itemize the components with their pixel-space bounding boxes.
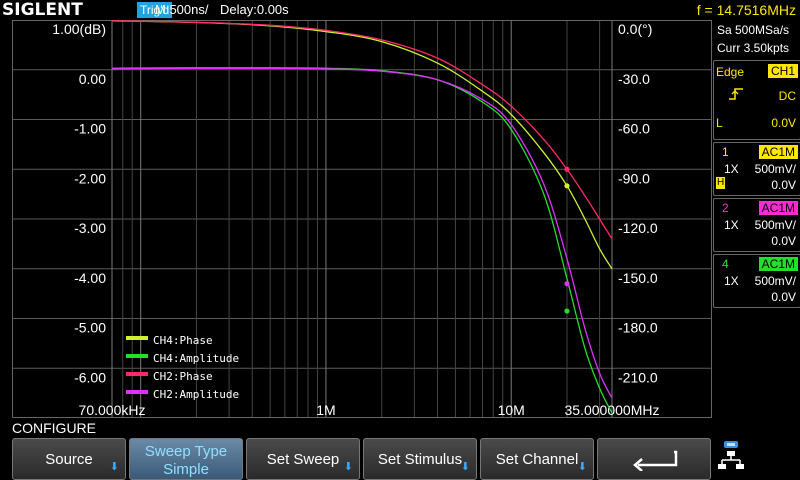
trigger-coupling: DC (778, 89, 796, 103)
x-axis-tick-label: 70.000kHz (79, 402, 146, 418)
left-axis-tick-label: 1.00(dB) (52, 21, 106, 37)
trigger-source-badge: CH1 (767, 64, 798, 78)
right-axis-tick-label: -90.0 (618, 170, 650, 186)
set-channel-label: Set Channel (495, 451, 579, 468)
legend-label: CH2:Phase (153, 370, 213, 383)
curve-marker (564, 183, 570, 189)
return-arrow-icon (633, 450, 678, 471)
set-sweep-label: Set Sweep (266, 451, 340, 468)
left-axis-tick-label: 0.00 (79, 71, 106, 87)
plot-grid (12, 20, 712, 418)
trigger-level-label: L (716, 116, 723, 130)
channel-marker-badge: H (716, 177, 726, 189)
submenu-arrow-icon: ⬇ (109, 461, 119, 473)
right-axis-tick-label: 0.0(°) (618, 21, 652, 37)
curve-marker (564, 308, 570, 314)
source-softkey[interactable]: Source ⬇ (12, 438, 126, 480)
sweep-type-value: Simple (163, 461, 209, 478)
plot-markers (564, 166, 570, 314)
legend-swatch (126, 354, 148, 358)
left-axis-tick-label: -1.00 (74, 121, 106, 137)
left-axis-tick-label: -6.00 (74, 369, 106, 385)
x-axis-tick-label: 10M (498, 402, 525, 418)
right-axis-tick-label: -150.0 (618, 270, 658, 286)
channel-offset: 0.0V (771, 290, 796, 304)
trigger-status-badge[interactable]: Trig'd (137, 2, 173, 18)
source-softkey-label: Source (45, 451, 93, 468)
channel-scale: 500mV/ (754, 274, 796, 288)
delay-readout: Delay:0.00s (220, 2, 289, 17)
legend-swatch (126, 336, 148, 340)
return-softkey[interactable] (597, 438, 711, 480)
trigger-panel[interactable]: Edge CH1 DC L 0.0V (713, 60, 800, 140)
trigger-type-label: Edge (716, 65, 745, 79)
left-axis-tick-label: -3.00 (74, 220, 106, 236)
x-axis-tick-label: 35.000000MHz (565, 402, 660, 418)
memory-depth-readout: Curr 3.50kpts (717, 41, 790, 55)
legend-label: CH2:Amplitude (153, 388, 239, 401)
status-bar: SIGLENT Trig'd M 500ns/ Delay:0.00s f = … (0, 0, 800, 20)
set-sweep-softkey[interactable]: Set Sweep ⬇ (246, 438, 360, 480)
left-axis-tick-label: -5.00 (74, 320, 106, 336)
curve-ch2-phase (111, 20, 613, 240)
left-axis-tick-label: -2.00 (74, 170, 106, 186)
channel-probe: 1X (724, 162, 739, 176)
submenu-arrow-icon: ⬇ (460, 461, 470, 473)
channel-4-panel[interactable]: 4 AC1M 1X 500mV/0.0V (713, 254, 800, 308)
channel-coupling-badge: AC1M (758, 145, 798, 159)
x-axis-tick-label: 1M (316, 402, 335, 418)
plot-legend: CH4:Phase CH4:Amplitude CH2:Phase CH2:Ampli… (126, 334, 239, 401)
set-channel-softkey[interactable]: Set Channel ⬇ (480, 438, 594, 480)
trigger-level: 0.0V (771, 116, 796, 130)
legend-swatch (126, 390, 148, 394)
channel-probe: 1X (724, 274, 739, 288)
channel-1-panel[interactable]: 1 AC1M 1X 500mV/H 0.0V (713, 142, 800, 196)
bode-plot: 1.00(dB) 0.00 -1.00 -2.00 -3.00 -4.00 -5.00 -6.… (12, 20, 712, 418)
channel-coupling-badge: AC1M (758, 257, 798, 271)
submenu-arrow-icon: ⬇ (343, 461, 353, 473)
curve-marker (564, 166, 570, 172)
channel-number: 2 (722, 201, 729, 215)
curve-marker (564, 281, 570, 287)
channel-scale: 500mV/ (754, 218, 796, 232)
channel-offset: 0.0V (771, 234, 796, 248)
side-panel: Sa 500MSa/s Curr 3.50kpts Edge CH1 DC L … (713, 20, 800, 418)
timebase-readout: M 500ns/ (155, 2, 209, 17)
axis-labels: 1.00(dB) 0.00 -1.00 -2.00 -3.00 -4.00 -5.00 -6.… (52, 21, 659, 418)
channel-scale: 500mV/ (754, 162, 796, 176)
legend-label: CH4:Phase (153, 334, 213, 347)
right-axis-tick-label: -120.0 (618, 220, 658, 236)
sample-rate-readout: Sa 500MSa/s (717, 23, 790, 37)
right-axis-tick-label: -180.0 (618, 320, 658, 336)
network-icon[interactable] (716, 440, 746, 478)
frequency-readout: f = 14.7516MHz (696, 2, 796, 18)
channel-offset: 0.0V (771, 178, 796, 192)
menu-title: CONFIGURE (12, 420, 96, 436)
left-axis-tick-label: -4.00 (74, 270, 106, 286)
plot-border (12, 20, 712, 418)
sweep-type-softkey[interactable]: Sweep Type Simple (129, 438, 243, 480)
channel-number: 4 (722, 257, 729, 271)
right-axis-tick-label: -210.0 (618, 369, 658, 385)
channel-probe: 1X (724, 218, 739, 232)
channel-2-panel[interactable]: 2 AC1M 1X 500mV/0.0V (713, 198, 800, 252)
sweep-type-label: Sweep Type (144, 443, 228, 460)
curve-ch2-amplitude (111, 67, 613, 399)
plot-curves (111, 20, 613, 414)
rising-edge-icon (729, 88, 743, 100)
submenu-arrow-icon: ⬇ (577, 461, 587, 473)
brand-logo: SIGLENT (2, 0, 83, 20)
set-stimulus-softkey[interactable]: Set Stimulus ⬇ (363, 438, 477, 480)
right-axis-tick-label: -60.0 (618, 121, 650, 137)
set-stimulus-label: Set Stimulus (377, 451, 463, 468)
channel-coupling-badge: AC1M (758, 201, 798, 215)
legend-label: CH4:Amplitude (153, 352, 239, 365)
right-axis-tick-label: -30.0 (618, 71, 650, 87)
legend-swatch (126, 372, 148, 376)
channel-number: 1 (722, 145, 729, 159)
